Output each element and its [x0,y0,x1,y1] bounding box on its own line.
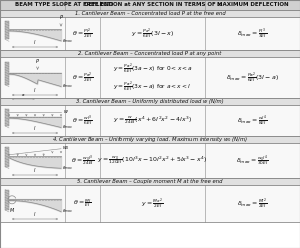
Text: $M$: $M$ [9,206,15,214]
Text: $P$: $P$ [58,13,64,21]
Bar [0,136,300,143]
Text: $\delta_{max}=\frac{wl^4}{8EI}$: $\delta_{max}=\frac{wl^4}{8EI}$ [237,113,268,128]
Text: $y=\frac{Pa^2}{6EI}(3x-a)$ for $a{<}x{<}l$: $y=\frac{Pa^2}{6EI}(3x-a)$ for $a{<}x{<}… [113,79,192,93]
Text: $l$: $l$ [33,166,37,174]
Bar [0,57,300,98]
Bar [0,17,300,50]
Text: $y=\frac{Pa^2}{6EI}(3a-x)$ for $0{<}x{<}a$: $y=\frac{Pa^2}{6EI}(3a-x)$ for $0{<}x{<}… [112,62,193,76]
Text: MAXIMUM DEFLECTION: MAXIMUM DEFLECTION [217,2,288,7]
Text: $l$: $l$ [33,38,37,46]
Bar [5,190,9,210]
Text: $l$: $l$ [33,86,37,94]
Text: $\delta_{max}=\frac{Ml^2}{2EI}$: $\delta_{max}=\frac{Ml^2}{2EI}$ [237,196,268,211]
Text: $\delta_{max}$: $\delta_{max}$ [62,208,73,216]
Text: $y=\frac{w}{24EI}(x^4+6l^2x^2-4lx^3)$: $y=\frac{w}{24EI}(x^4+6l^2x^2-4lx^3)$ [113,115,192,126]
Text: $l$: $l$ [33,124,37,132]
Text: 5. Cantilever Beam – Couple moment M at the free end: 5. Cantilever Beam – Couple moment M at … [77,179,223,184]
Text: 2. Cantilever Beam – Concentrated load P at any point: 2. Cantilever Beam – Concentrated load P… [78,51,222,56]
Text: $\delta_{max}=\frac{Pa^2}{6EI}(3l-a)$: $\delta_{max}=\frac{Pa^2}{6EI}(3l-a)$ [226,70,279,85]
Text: $l$: $l$ [33,210,37,218]
Bar [5,109,9,126]
Text: 3. Cantilever Beam – Uniformly distributed load w (N/m): 3. Cantilever Beam – Uniformly distribut… [76,99,224,104]
Text: 1. Cantilever Beam – Concentrated load P at the free end: 1. Cantilever Beam – Concentrated load P… [75,11,225,16]
Bar [0,0,300,10]
Text: $\delta_{max}=\frac{w_0l^4}{30EI}$: $\delta_{max}=\frac{w_0l^4}{30EI}$ [236,153,269,168]
Bar [0,105,300,136]
Bar [0,98,300,105]
Bar [0,143,300,178]
Text: $y=\frac{w_0}{120EI}(10l^3x-10l^2x^2+5lx^3-x^4)$: $y=\frac{w_0}{120EI}(10l^3x-10l^2x^2+5lx… [98,155,208,166]
Text: $\theta=\frac{Ml}{EI}$: $\theta=\frac{Ml}{EI}$ [73,197,92,210]
Text: 4. Cantilever Beam – Uniformly varying load. Maximum intensity $w_0$ (N/m): 4. Cantilever Beam – Uniformly varying l… [52,135,248,144]
Text: $P$: $P$ [35,57,40,65]
Bar [0,178,300,185]
Text: $\delta_{max}$: $\delta_{max}$ [62,164,73,172]
Bar [0,50,300,57]
Text: $w$: $w$ [63,108,69,115]
Text: SLOPE AT FREE END: SLOPE AT FREE END [52,2,113,7]
Text: $\theta=\frac{w_0l^3}{24EI}$: $\theta=\frac{w_0l^3}{24EI}$ [71,153,94,168]
Text: $\delta_{max}=\frac{Pl^3}{3EI}$: $\delta_{max}=\frac{Pl^3}{3EI}$ [238,26,268,41]
Bar [5,147,9,167]
Bar [0,10,300,17]
Text: $y=\frac{Px^2}{6EI}(3l-x)$: $y=\frac{Px^2}{6EI}(3l-x)$ [131,26,174,41]
Text: $\theta=\frac{Pa^2}{2EI}$: $\theta=\frac{Pa^2}{2EI}$ [72,70,93,85]
Text: $w_0$: $w_0$ [62,144,70,152]
Text: $\delta_{max}$: $\delta_{max}$ [62,124,73,131]
Text: $\delta_{max}$: $\delta_{max}$ [62,83,73,90]
Text: $\delta_{max}$: $\delta_{max}$ [62,37,73,45]
Text: BEAM TYPE: BEAM TYPE [15,2,50,7]
Text: $\theta=\frac{Pl^2}{2EI}$: $\theta=\frac{Pl^2}{2EI}$ [72,26,93,41]
Bar [5,62,9,85]
Text: DEFLECTION at ANY SECTION IN TERMS OF x: DEFLECTION at ANY SECTION IN TERMS OF x [84,2,221,7]
Bar [0,185,300,222]
Text: $y=\frac{Mx^2}{2EI}$: $y=\frac{Mx^2}{2EI}$ [141,196,164,211]
Bar [5,21,9,39]
Text: $a$: $a$ [21,93,26,98]
Text: $\theta=\frac{wl^3}{6EI}$: $\theta=\frac{wl^3}{6EI}$ [72,113,93,128]
